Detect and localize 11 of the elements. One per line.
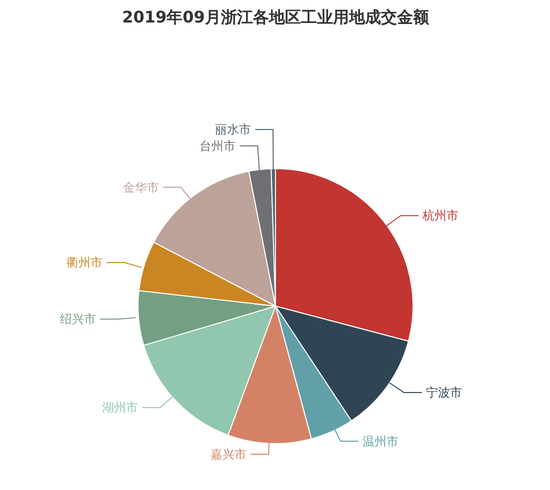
slice-label: 嘉兴市 xyxy=(210,447,247,462)
slice-label: 温州市 xyxy=(362,434,399,448)
slice-label: 台州市 xyxy=(200,138,236,153)
slice-label: 衢州市 xyxy=(66,256,102,270)
slice-label: 绍兴市 xyxy=(60,312,96,326)
slice-label: 宁波市 xyxy=(426,386,462,400)
slice-label: 湖州市 xyxy=(102,400,138,415)
slice-label: 丽水市 xyxy=(215,122,252,137)
slice-label: 金华市 xyxy=(122,180,159,194)
chart-title: 2019年09月浙江各地区工业用地成交金额 xyxy=(122,8,430,26)
slice-label: 杭州市 xyxy=(422,208,459,223)
